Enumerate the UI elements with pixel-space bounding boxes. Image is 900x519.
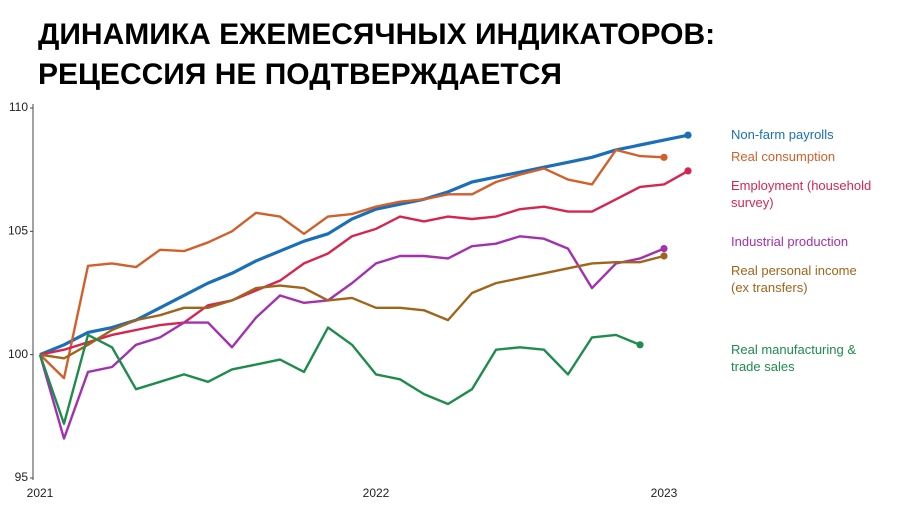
end-dot	[660, 245, 668, 253]
y-tick-label: 110	[9, 100, 28, 114]
series-line	[39, 254, 665, 360]
series-line	[38, 235, 665, 440]
chart-title: ДИНАМИКА ЕЖЕМЕСЯЧНЫХ ИНДИКАТОРОВ:	[38, 18, 715, 51]
y-tick-label: 100	[8, 347, 28, 361]
end-dot	[660, 153, 668, 161]
x-tick-label: 2021	[27, 486, 54, 500]
legend-entry: Non-farm payrolls	[731, 127, 834, 142]
series-line	[39, 148, 665, 380]
legend-entry: Real personal income (ex transfers)	[731, 263, 857, 295]
series-line	[38, 326, 641, 425]
series-line	[39, 133, 689, 357]
legend-entry: Real manufacturing & trade sales	[731, 342, 857, 374]
y-tick-label: 105	[8, 224, 28, 238]
y-tick-label: 95	[15, 470, 29, 484]
chart-title: РЕЦЕССИЯ НЕ ПОДТВЕРЖДАЕТСЯ	[38, 58, 562, 91]
legend-entry: Employment (household survey)	[731, 178, 872, 210]
end-dot	[636, 341, 644, 349]
series-line	[39, 169, 689, 356]
end-dot	[684, 167, 692, 175]
legend-entry: Industrial production	[731, 234, 849, 249]
x-tick-label: 2022	[363, 486, 390, 500]
x-tick-label: 2023	[651, 486, 678, 500]
legend-entry: Real consumption	[731, 149, 836, 164]
end-dot	[684, 131, 692, 139]
end-dot	[660, 252, 668, 260]
